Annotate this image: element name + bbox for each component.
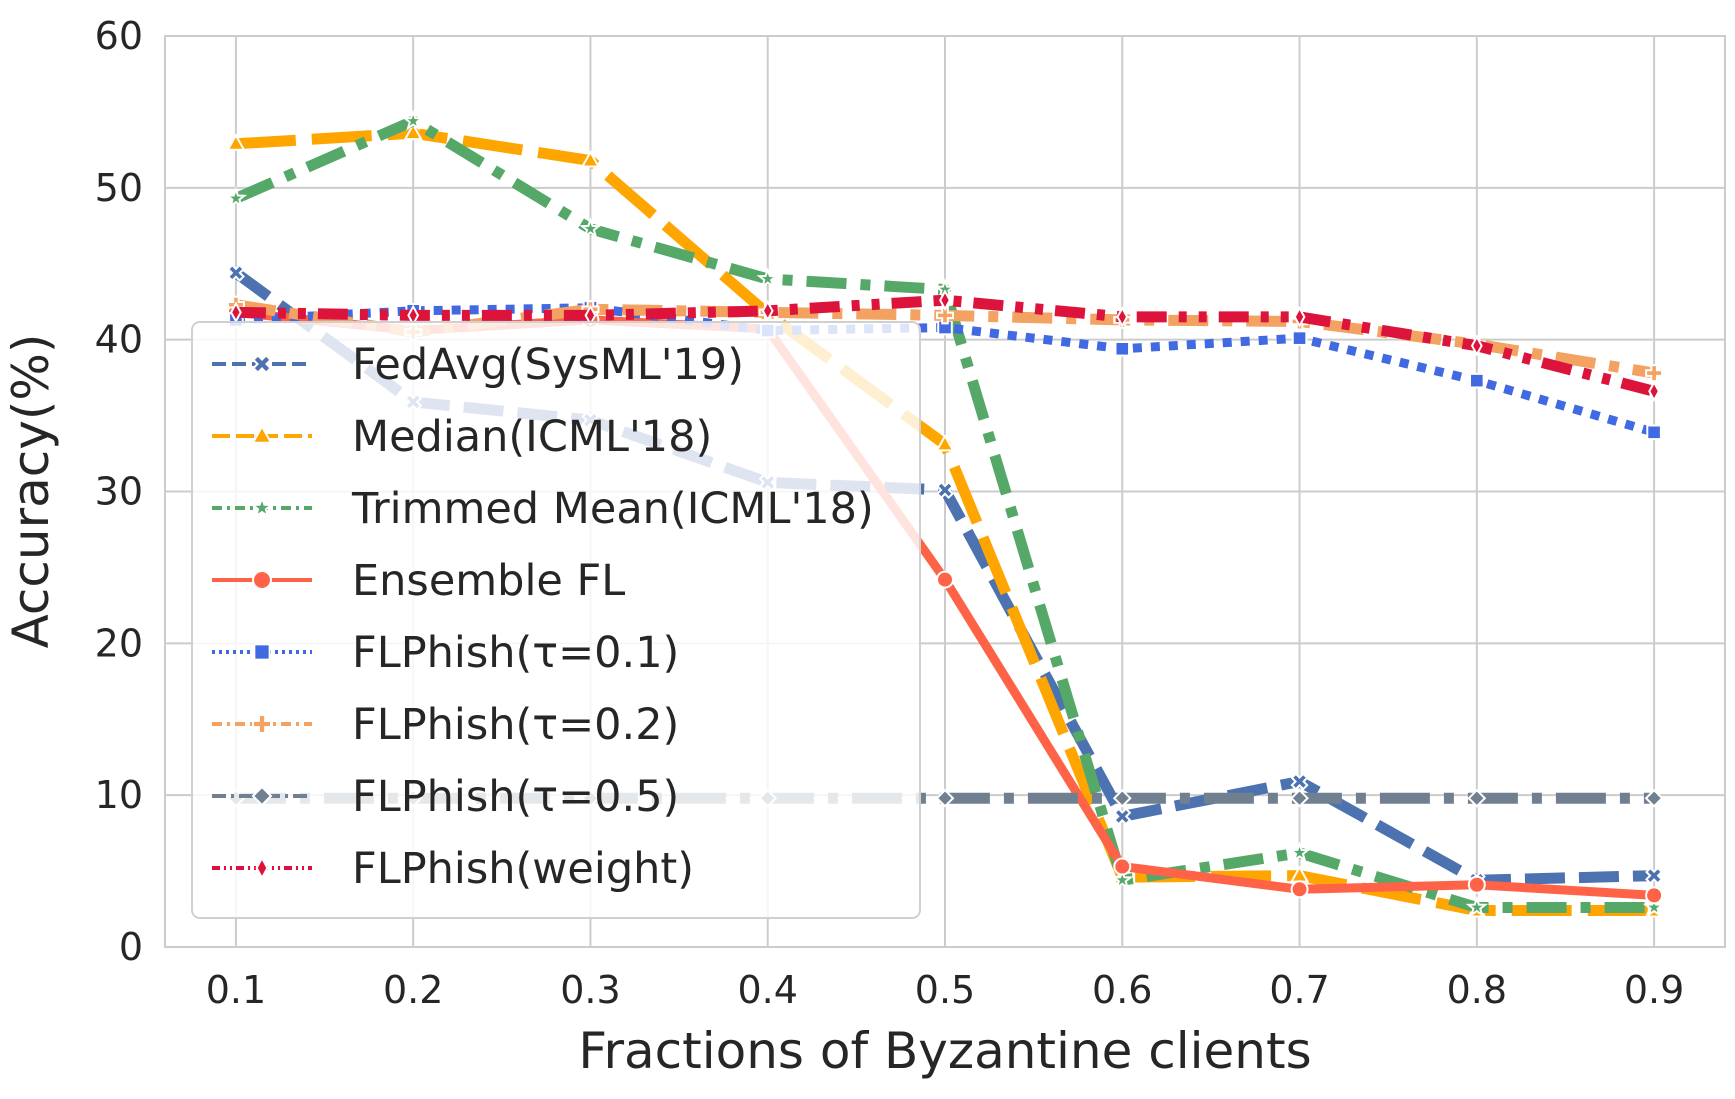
y-tick-label: 50	[95, 166, 143, 210]
y-tick-label: 30	[95, 470, 143, 514]
data-point	[251, 424, 273, 444]
data-point	[1465, 895, 1488, 918]
y-tick-label: 60	[95, 14, 143, 58]
legend-label: Ensemble FL	[352, 556, 625, 606]
data-point	[1645, 886, 1664, 905]
data-point	[579, 217, 602, 239]
x-tick-label: 0.5	[915, 968, 975, 1012]
data-point	[255, 856, 269, 880]
plot-frame	[164, 35, 1726, 948]
data-point	[1645, 866, 1664, 885]
data-point	[1646, 424, 1662, 441]
series-4	[228, 299, 1662, 441]
x-tick-label: 0.8	[1447, 968, 1507, 1012]
data-point	[1645, 364, 1664, 383]
data-point	[226, 133, 246, 151]
data-point	[1290, 880, 1309, 899]
data-point	[1112, 788, 1132, 808]
legend-label: FLPhish(τ=0.5)	[352, 772, 679, 822]
x-tick-label: 0.7	[1269, 968, 1329, 1012]
data-point	[936, 570, 954, 589]
legend-label: FedAvg(SysML'19)	[352, 340, 744, 390]
data-point	[1469, 372, 1485, 389]
data-point	[939, 289, 951, 312]
data-point	[756, 267, 779, 289]
x-axis-label: Fractions of Byzantine clients	[578, 1022, 1311, 1080]
data-point	[224, 186, 248, 208]
y-tick-label: 10	[95, 773, 143, 817]
legend-label: FLPhish(τ=0.2)	[352, 700, 679, 750]
x-tick-labels: 0.1 0.2 0.3 0.4 0.5 0.6 0.7 0.8 0.9	[206, 968, 1685, 1012]
data-point	[252, 570, 272, 590]
data-point	[1467, 788, 1487, 808]
legend-entry: Median(ICML'18)	[212, 412, 712, 462]
data-point	[1648, 380, 1661, 403]
x-tick-label: 0.9	[1624, 968, 1684, 1012]
legend-label: FLPhish(τ=0.1)	[352, 628, 679, 678]
data-point	[935, 480, 955, 500]
data-point	[1470, 334, 1483, 357]
legend-entry: FLPhish(τ=0.1)	[212, 628, 679, 678]
data-point	[1111, 868, 1134, 890]
y-tick-label: 0	[119, 925, 143, 969]
data-point	[251, 785, 273, 807]
data-point	[1113, 857, 1132, 876]
x-tick-label: 0.2	[383, 968, 443, 1012]
series-7	[229, 289, 1661, 403]
data-point	[1113, 807, 1132, 826]
data-point	[1467, 875, 1486, 894]
x-tick-label: 0.6	[1092, 968, 1152, 1012]
data-point	[249, 495, 275, 519]
data-point	[580, 150, 601, 168]
data-point	[1114, 340, 1131, 357]
data-point	[1644, 788, 1664, 808]
data-point	[253, 643, 271, 661]
data-point	[251, 353, 273, 375]
legend-box	[191, 321, 921, 919]
x-tick-label: 0.4	[738, 968, 798, 1012]
data-point	[1642, 895, 1666, 918]
data-point	[1291, 330, 1308, 346]
data-point	[761, 299, 774, 322]
y-tick-label: 40	[95, 318, 143, 362]
legend-entry: Trimmed Mean(ICML'18)	[212, 484, 874, 534]
y-axis-label: Accuracy(%)	[2, 334, 60, 649]
legend-entry: FLPhish(weight)	[212, 844, 694, 894]
legend-label: Median(ICML'18)	[352, 412, 712, 462]
legend-entry: FLPhish(τ=0.2)	[212, 700, 679, 750]
data-point	[1290, 788, 1309, 808]
legend-label: Trimmed Mean(ICML'18)	[351, 484, 874, 534]
data-point	[402, 109, 425, 131]
x-tick-label: 0.1	[206, 968, 266, 1012]
y-tick-label: 20	[95, 621, 143, 665]
y-tick-labels: 0 10 20 30 40 50 60	[95, 14, 143, 969]
x-tick-label: 0.3	[560, 968, 620, 1012]
data-point	[935, 433, 955, 452]
data-point	[252, 714, 272, 734]
legend: FedAvg(SysML'19) Median(ICML'18) Trimmed M…	[191, 321, 921, 919]
data-point	[1290, 772, 1309, 791]
data-point	[1116, 306, 1129, 328]
data-point	[936, 306, 954, 325]
data-point	[935, 788, 955, 808]
legend-entry: FLPhish(τ=0.5)	[212, 772, 679, 822]
legend-entry: Ensemble FL	[212, 556, 625, 606]
data-point	[1288, 841, 1311, 863]
data-point	[403, 122, 423, 141]
legend-label: FLPhish(weight)	[352, 844, 694, 894]
data-point	[226, 263, 245, 282]
legend-entry: FedAvg(SysML'19)	[212, 340, 744, 390]
data-point	[1293, 306, 1306, 328]
